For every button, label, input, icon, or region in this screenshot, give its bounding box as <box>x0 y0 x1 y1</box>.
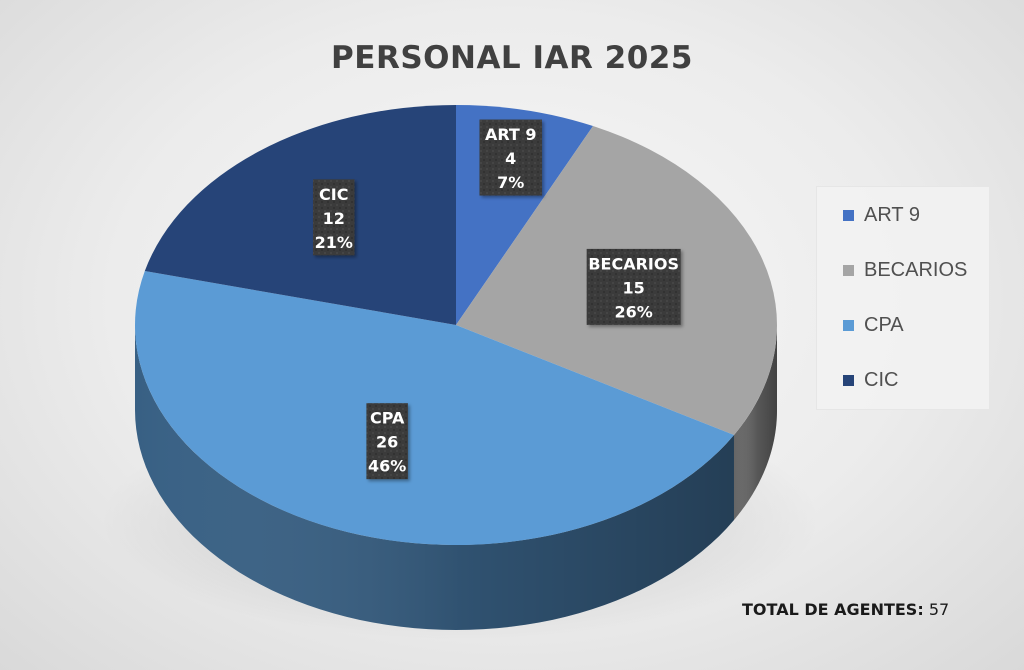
total-agents: TOTAL DE AGENTES: 57 <box>742 600 949 619</box>
data-label-category-cic: CIC <box>319 185 348 204</box>
total-agents-label: TOTAL DE AGENTES: <box>742 600 924 619</box>
chart-legend: ART 9 BECARIOS CPA CIC <box>816 186 990 410</box>
data-label-box-becarios <box>586 248 681 325</box>
data-label-value-cpa: 26 <box>376 433 398 452</box>
data-label-box-art9 <box>479 119 542 196</box>
data-label-percent-cpa: 46% <box>368 457 406 476</box>
data-label-value-becarios: 15 <box>623 278 645 297</box>
chart-title: PERSONAL IAR 2025 <box>331 40 693 76</box>
legend-item-cic: CIC <box>843 367 898 393</box>
data-label-percent-art9: 7% <box>497 173 524 192</box>
pie-slices <box>134 105 777 545</box>
pie-slice-cpa <box>134 270 734 545</box>
data-label-value-cic: 12 <box>323 209 345 228</box>
data-label-percent-becarios: 26% <box>615 302 653 321</box>
legend-item-art9: ART 9 <box>843 202 920 228</box>
data-label-category-becarios: BECARIOS <box>588 254 679 273</box>
pie-side-shade-becarios <box>733 325 777 520</box>
data-label-category-cpa: CPA <box>370 409 405 428</box>
total-agents-value: 57 <box>928 600 950 619</box>
data-label-category-art9: ART 9 <box>485 125 537 144</box>
pie-side-shade-cpa <box>135 325 734 630</box>
data-label-art9: ART 9 4 7% <box>479 119 542 196</box>
data-label-percent-cic: 21% <box>315 233 353 252</box>
legend-item-cpa: CPA <box>843 312 904 338</box>
data-label-box-cpa <box>366 403 408 480</box>
pie-slice-cic <box>144 105 456 325</box>
pie-sides <box>135 325 777 630</box>
data-label-cic: CIC 12 21% <box>313 179 355 256</box>
legend-item-becarios: BECARIOS <box>843 257 967 283</box>
pie-data-labels: ART 9 4 7% BECARIOS 15 26% CPA 26 46% CIC 12 21% <box>313 119 681 480</box>
data-label-becarios: BECARIOS 15 26% <box>586 248 681 325</box>
legend-swatch-becarios <box>843 264 854 276</box>
data-label-box-cic <box>313 179 355 256</box>
data-label-value-art9: 4 <box>505 149 516 168</box>
legend-swatch-art9 <box>843 209 854 221</box>
data-label-cpa: CPA 26 46% <box>366 403 408 480</box>
legend-swatch-cpa <box>843 319 854 331</box>
legend-swatch-cic <box>843 374 854 386</box>
